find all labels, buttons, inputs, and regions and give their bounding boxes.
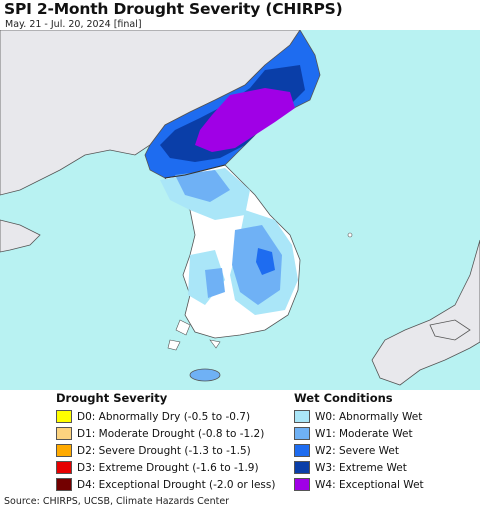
swatch-d2 — [56, 444, 72, 457]
sk-moderate-wet-3 — [205, 268, 225, 298]
sk-moderate-wet-2 — [232, 225, 282, 305]
swatch-d1 — [56, 427, 72, 440]
legend-label-w1: W1: Moderate Wet — [315, 427, 413, 440]
legend-label-w0: W0: Abnormally Wet — [315, 410, 423, 423]
sk-severe-wet — [256, 248, 275, 275]
swatch-d3 — [56, 461, 72, 474]
legend-item-d1: D1: Moderate Drought (-0.8 to -1.2) — [56, 425, 286, 442]
map-subtitle: May. 21 - Jul. 20, 2024 [final] — [5, 19, 142, 30]
legend-label-w2: W2: Severe Wet — [315, 444, 399, 457]
ulleung-island — [347, 232, 353, 238]
legend-label-d2: D2: Severe Drought (-1.3 to -1.5) — [77, 444, 251, 457]
wet-legend-title: Wet Conditions — [294, 391, 393, 405]
legend-item-d0: D0: Abnormally Dry (-0.5 to -0.7) — [56, 408, 286, 425]
drought-legend: Drought Severity D0: Abnormally Dry (-0.… — [56, 391, 286, 493]
legend-item-w2: W2: Severe Wet — [294, 442, 474, 459]
southwest-islands — [167, 319, 221, 351]
drought-legend-title: Drought Severity — [56, 391, 168, 405]
japan-land — [371, 239, 480, 386]
swatch-w0 — [294, 410, 310, 423]
legend-label-d4: D4: Exceptional Drought (-2.0 or less) — [77, 478, 276, 491]
legend-item-w0: W0: Abnormally Wet — [294, 408, 474, 425]
swatch-w2 — [294, 444, 310, 457]
legend-label-w4: W4: Exceptional Wet — [315, 478, 424, 491]
wet-legend: Wet Conditions W0: Abnormally Wet W1: Mo… — [294, 391, 474, 493]
source-credit: Source: CHIRPS, UCSB, Climate Hazards Ce… — [4, 496, 230, 507]
swatch-d0 — [56, 410, 72, 423]
legend-item-w1: W1: Moderate Wet — [294, 425, 474, 442]
legend-label-d3: D3: Extreme Drought (-1.6 to -1.9) — [77, 461, 259, 474]
legend-item-w3: W3: Extreme Wet — [294, 459, 474, 476]
legend-label-w3: W3: Extreme Wet — [315, 461, 407, 474]
drought-map — [0, 30, 480, 390]
japan-island — [429, 319, 471, 341]
map-title: SPI 2-Month Drought Severity (CHIRPS) — [4, 0, 343, 18]
jeju-island — [189, 368, 221, 382]
dmz-line — [164, 164, 226, 179]
legend-item-d3: D3: Extreme Drought (-1.6 to -1.9) — [56, 459, 286, 476]
legend-item-d4: D4: Exceptional Drought (-2.0 or less) — [56, 476, 286, 493]
swatch-d4 — [56, 478, 72, 491]
sk-moderate-wet — [175, 170, 230, 202]
legend-item-w4: W4: Exceptional Wet — [294, 476, 474, 493]
legend-item-d2: D2: Severe Drought (-1.3 to -1.5) — [56, 442, 286, 459]
shandong-land — [0, 219, 41, 253]
legend-label-d1: D1: Moderate Drought (-0.8 to -1.2) — [77, 427, 265, 440]
swatch-w1 — [294, 427, 310, 440]
nk-exceptional-wet — [195, 88, 295, 152]
swatch-w3 — [294, 461, 310, 474]
legend-label-d0: D0: Abnormally Dry (-0.5 to -0.7) — [77, 410, 251, 423]
swatch-w4 — [294, 478, 310, 491]
